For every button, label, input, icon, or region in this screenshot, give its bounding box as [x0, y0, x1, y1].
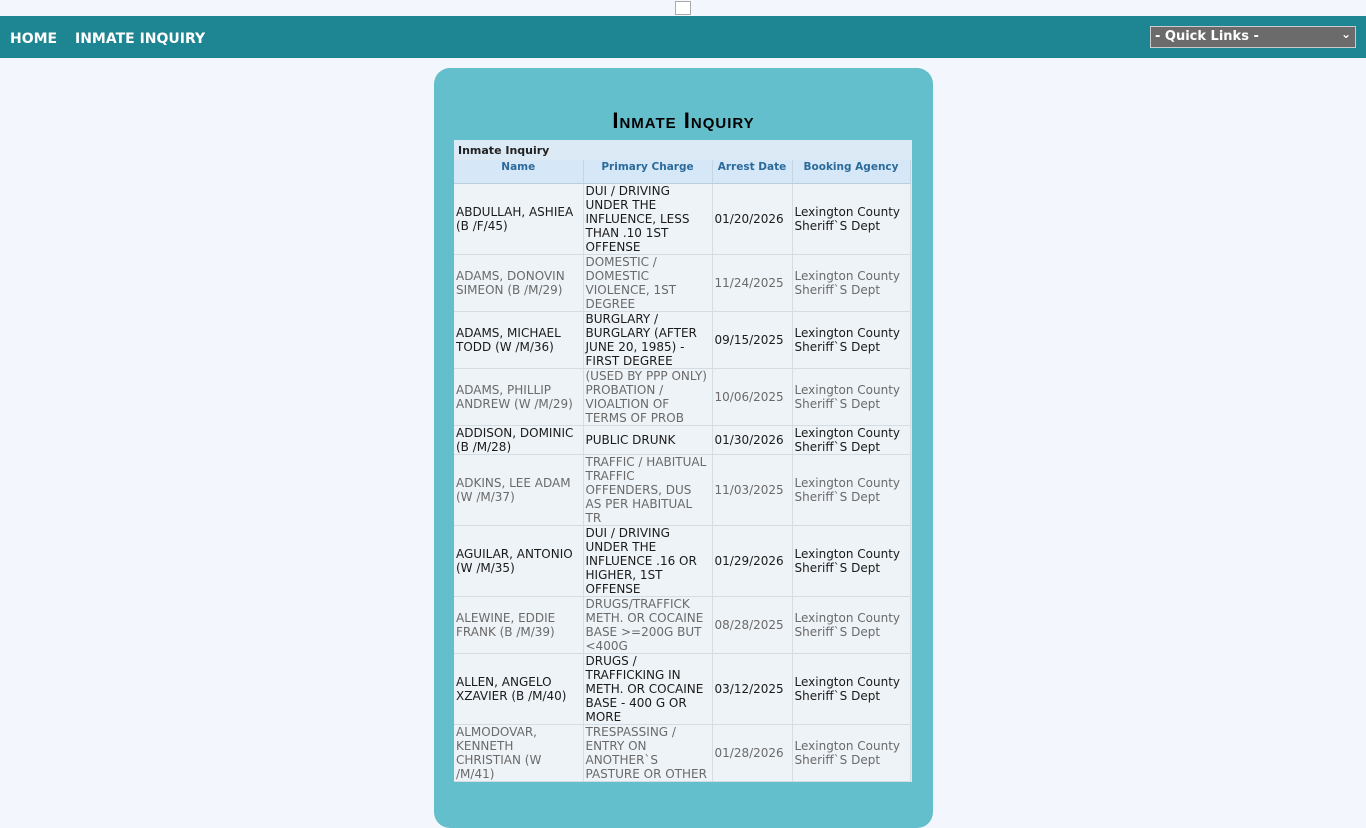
- cell-booking-agency: Lexington County Sheriff`S Dept: [792, 368, 911, 426]
- cell-arrest-date: 08/28/2025: [712, 596, 793, 654]
- cell-arrest-date: 11/03/2025: [712, 454, 793, 526]
- banner-image-broken-icon: [675, 1, 691, 15]
- cell-arrest-date: 01/29/2026: [712, 525, 793, 597]
- table-row[interactable]: ADKINS, LEE ADAM (W /M/37) TRAFFIC / HABI…: [454, 454, 911, 526]
- cell-arrest-date: 10/06/2025: [712, 368, 793, 426]
- cell-booking-agency: Lexington County Sheriff`S Dept: [792, 311, 911, 369]
- table-row[interactable]: ADAMS, DONOVIN SIMEON (B /M/29) DOMESTIC …: [454, 254, 911, 312]
- cell-arrest-date: 11/24/2025: [712, 254, 793, 312]
- cell-primary-charge: DUI / DRIVING UNDER THE INFLUENCE, LESS …: [583, 183, 713, 255]
- nav-inmate-inquiry-link[interactable]: INMATE INQUIRY: [75, 31, 206, 47]
- cell-booking-agency: Lexington County Sheriff`S Dept: [792, 724, 911, 782]
- grid-caption: Inmate Inquiry: [458, 144, 550, 157]
- header-row: Name Primary Charge Arrest Date Booking …: [454, 160, 911, 184]
- header-name[interactable]: Name: [454, 160, 584, 184]
- cell-primary-charge: (USED BY PPP ONLY) PROBATION / VIOALTION…: [583, 368, 713, 426]
- inmate-grid: Inmate Inquiry Name Primary Charge Arres…: [454, 140, 912, 782]
- cell-name[interactable]: ALMODOVAR, KENNETH CHRISTIAN (W /M/41): [454, 724, 584, 782]
- cell-primary-charge: DOMESTIC / DOMESTIC VIOLENCE, 1ST DEGREE: [583, 254, 713, 312]
- cell-booking-agency: Lexington County Sheriff`S Dept: [792, 425, 911, 455]
- cell-booking-agency: Lexington County Sheriff`S Dept: [792, 254, 911, 312]
- table-row[interactable]: ABDULLAH, ASHIEA (B /F/45) DUI / DRIVING …: [454, 183, 911, 255]
- cell-name[interactable]: ADAMS, DONOVIN SIMEON (B /M/29): [454, 254, 584, 312]
- cell-primary-charge: TRESPASSING / ENTRY ON ANOTHER`S PASTURE…: [583, 724, 713, 782]
- header-primary-charge[interactable]: Primary Charge: [583, 160, 713, 184]
- cell-name[interactable]: ADAMS, PHILLIP ANDREW (W /M/29): [454, 368, 584, 426]
- quick-links-select[interactable]: - Quick Links - ⌄: [1150, 26, 1356, 48]
- cell-primary-charge: DRUGS / TRAFFICKING IN METH. OR COCAINE …: [583, 653, 713, 725]
- table-row[interactable]: ALLEN, ANGELO XZAVIER (B /M/40) DRUGS / T…: [454, 653, 911, 725]
- chevron-down-icon: ⌄: [1340, 27, 1351, 41]
- top-nav: HOME INMATE INQUIRY - Quick Links - ⌄: [0, 16, 1366, 58]
- cell-arrest-date: 01/30/2026: [712, 425, 793, 455]
- nav-home-link[interactable]: HOME: [10, 31, 58, 47]
- cell-booking-agency: Lexington County Sheriff`S Dept: [792, 454, 911, 526]
- cell-primary-charge: PUBLIC DRUNK: [583, 425, 713, 455]
- cell-name[interactable]: ALEWINE, EDDIE FRANK (B /M/39): [454, 596, 584, 654]
- banner: [0, 0, 1366, 16]
- cell-booking-agency: Lexington County Sheriff`S Dept: [792, 183, 911, 255]
- content-panel: Inmate Inquiry Inmate Inquiry Name Prima…: [434, 68, 933, 828]
- cell-name[interactable]: ABDULLAH, ASHIEA (B /F/45): [454, 183, 584, 255]
- cell-primary-charge: BURGLARY / BURGLARY (AFTER JUNE 20, 1985…: [583, 311, 713, 369]
- cell-primary-charge: DUI / DRIVING UNDER THE INFLUENCE .16 OR…: [583, 525, 713, 597]
- cell-primary-charge: DRUGS/TRAFFICK METH. OR COCAINE BASE >=2…: [583, 596, 713, 654]
- cell-primary-charge: TRAFFIC / HABITUAL TRAFFIC OFFENDERS, DU…: [583, 454, 713, 526]
- header-arrest-date[interactable]: Arrest Date: [712, 160, 793, 184]
- table-row[interactable]: ALEWINE, EDDIE FRANK (B /M/39) DRUGS/TRAF…: [454, 596, 911, 654]
- table-row[interactable]: ADDISON, DOMINIC (B /M/28) PUBLIC DRUNK 01…: [454, 425, 911, 455]
- cell-booking-agency: Lexington County Sheriff`S Dept: [792, 525, 911, 597]
- cell-name[interactable]: ADAMS, MICHAEL TODD (W /M/36): [454, 311, 584, 369]
- cell-arrest-date: 09/15/2025: [712, 311, 793, 369]
- cell-name[interactable]: AGUILAR, ANTONIO (W /M/35): [454, 525, 584, 597]
- cell-booking-agency: Lexington County Sheriff`S Dept: [792, 653, 911, 725]
- cell-name[interactable]: ALLEN, ANGELO XZAVIER (B /M/40): [454, 653, 584, 725]
- quick-links-selected: - Quick Links -: [1155, 29, 1259, 44]
- cell-arrest-date: 01/28/2026: [712, 724, 793, 782]
- table-row[interactable]: ADAMS, PHILLIP ANDREW (W /M/29) (USED BY …: [454, 368, 911, 426]
- cell-booking-agency: Lexington County Sheriff`S Dept: [792, 596, 911, 654]
- cell-arrest-date: 03/12/2025: [712, 653, 793, 725]
- cell-arrest-date: 01/20/2026: [712, 183, 793, 255]
- cell-name[interactable]: ADKINS, LEE ADAM (W /M/37): [454, 454, 584, 526]
- inmate-table: Name Primary Charge Arrest Date Booking …: [454, 160, 911, 782]
- header-booking-agency[interactable]: Booking Agency: [792, 160, 911, 184]
- cell-name[interactable]: ADDISON, DOMINIC (B /M/28): [454, 425, 584, 455]
- page-title: Inmate Inquiry: [612, 108, 755, 133]
- table-row[interactable]: ADAMS, MICHAEL TODD (W /M/36) BURGLARY / …: [454, 311, 911, 369]
- table-row[interactable]: ALMODOVAR, KENNETH CHRISTIAN (W /M/41) TR…: [454, 724, 911, 782]
- table-row[interactable]: AGUILAR, ANTONIO (W /M/35) DUI / DRIVING …: [454, 525, 911, 597]
